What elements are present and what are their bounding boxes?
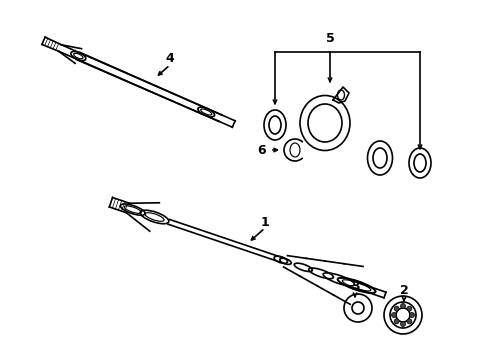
Circle shape xyxy=(400,321,405,327)
Circle shape xyxy=(406,319,411,324)
Text: 2: 2 xyxy=(399,284,407,297)
Text: 1: 1 xyxy=(260,216,269,229)
Text: 5: 5 xyxy=(325,32,334,45)
Text: 6: 6 xyxy=(257,144,266,157)
Circle shape xyxy=(408,312,414,318)
Circle shape xyxy=(400,303,405,309)
Text: 3: 3 xyxy=(350,280,359,293)
Circle shape xyxy=(393,306,398,311)
Text: 4: 4 xyxy=(165,51,174,64)
Circle shape xyxy=(393,319,398,324)
Circle shape xyxy=(391,312,396,318)
Circle shape xyxy=(406,306,411,311)
